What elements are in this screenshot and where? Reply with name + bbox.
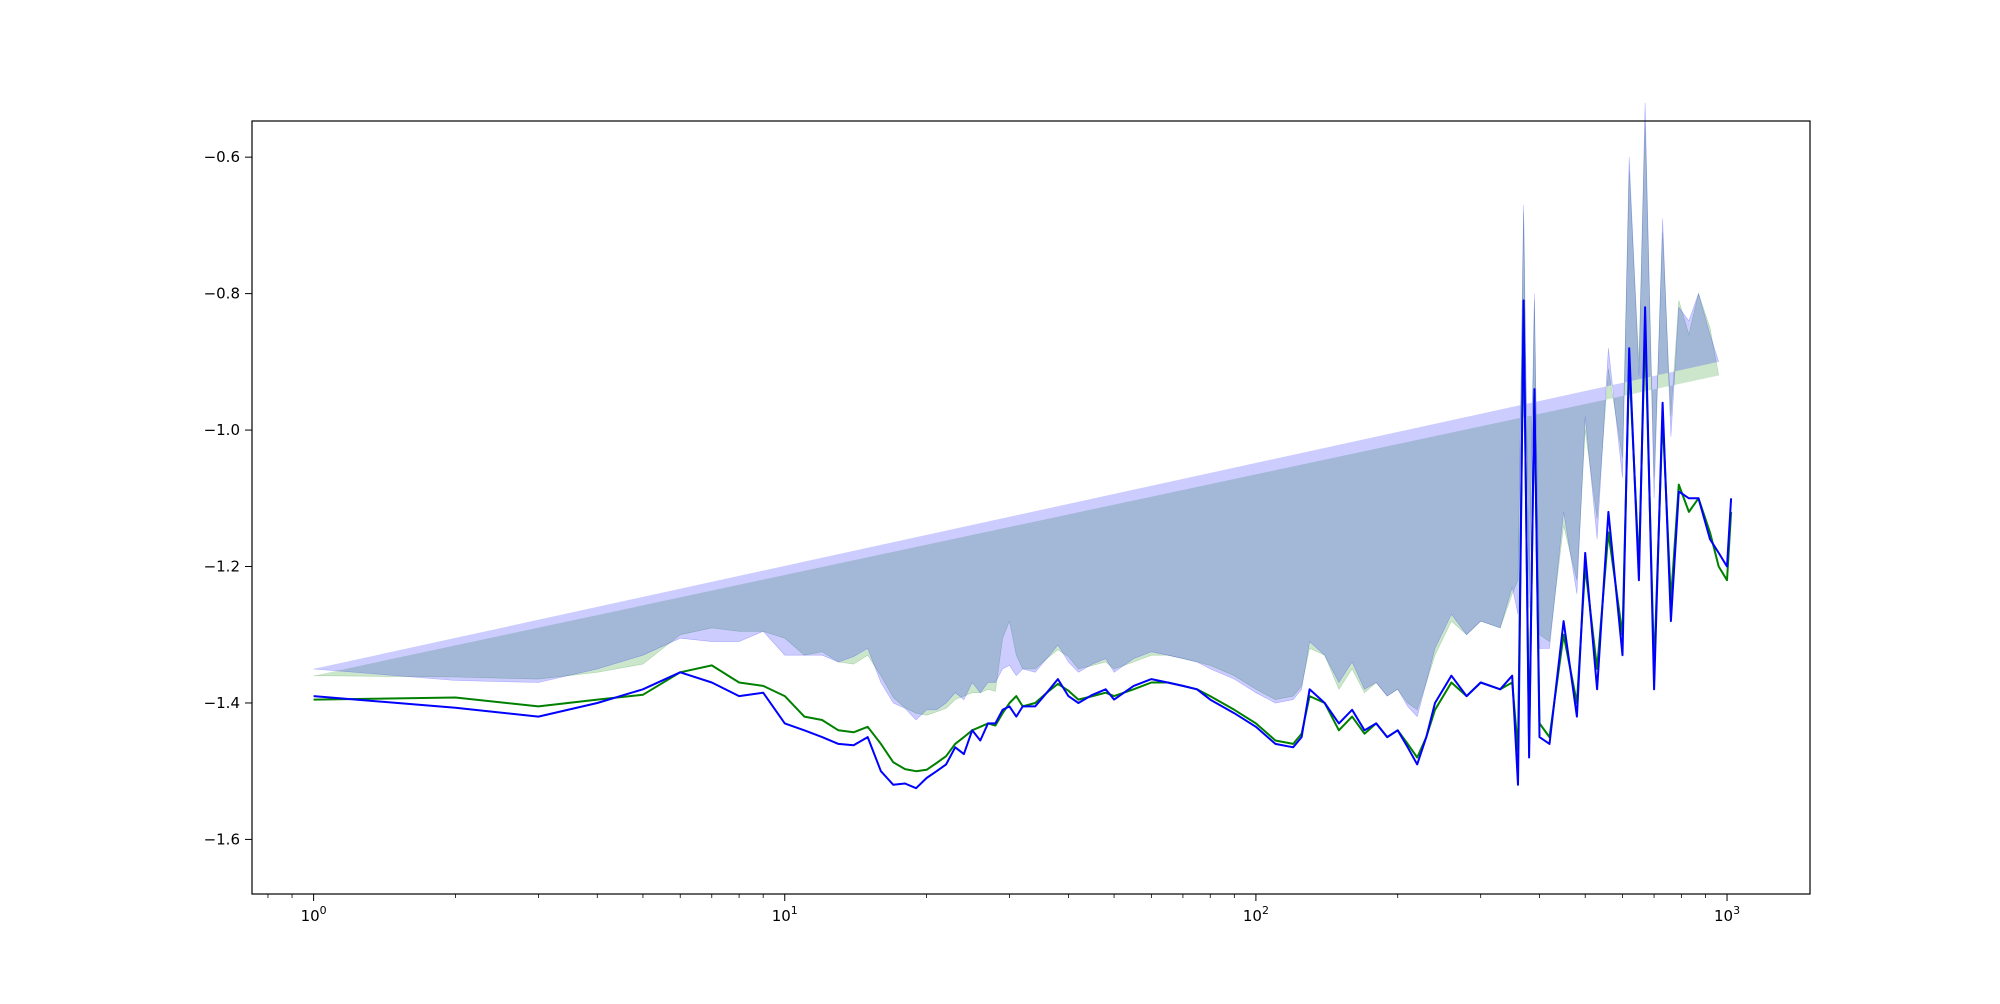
- y-tick-label: −0.6: [204, 148, 240, 166]
- y-tick-label: −1.4: [204, 694, 240, 712]
- series-1-band: [313, 122, 1719, 716]
- y-tick-label: −1.0: [204, 421, 240, 439]
- y-tick-label: −1.2: [204, 558, 240, 576]
- series-2-band: [313, 102, 1719, 721]
- y-tick-label: −0.8: [204, 285, 240, 303]
- axes-frame: [251, 120, 1811, 895]
- y-tick-label: −1.6: [204, 830, 240, 848]
- series-2-line: [313, 299, 1733, 790]
- plot-area: [313, 102, 1733, 790]
